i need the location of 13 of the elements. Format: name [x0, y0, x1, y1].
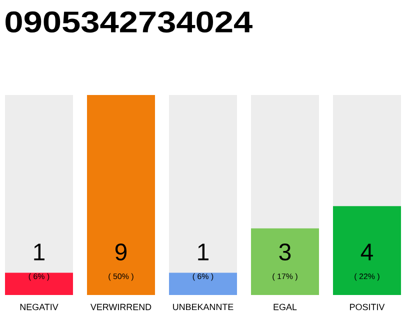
bar — [5, 272, 73, 295]
chart-title: 0905342734024 — [6, 11, 252, 33]
x-tick-label: EGAL — [274, 304, 297, 310]
data-label: 4 — [360, 244, 373, 260]
data-label: 1 — [34, 244, 44, 260]
x-tick-label: NEGATIV — [20, 304, 58, 310]
x-tick-label: POSITIV — [350, 304, 385, 310]
data-label: 3 — [279, 244, 291, 260]
x-tick-label: VERWIRREND — [90, 304, 152, 310]
data-label: 1 — [198, 244, 208, 260]
bar — [169, 272, 238, 295]
data-label: 9 — [115, 244, 127, 260]
x-tick-label: UNBEKANNTE — [173, 304, 234, 310]
